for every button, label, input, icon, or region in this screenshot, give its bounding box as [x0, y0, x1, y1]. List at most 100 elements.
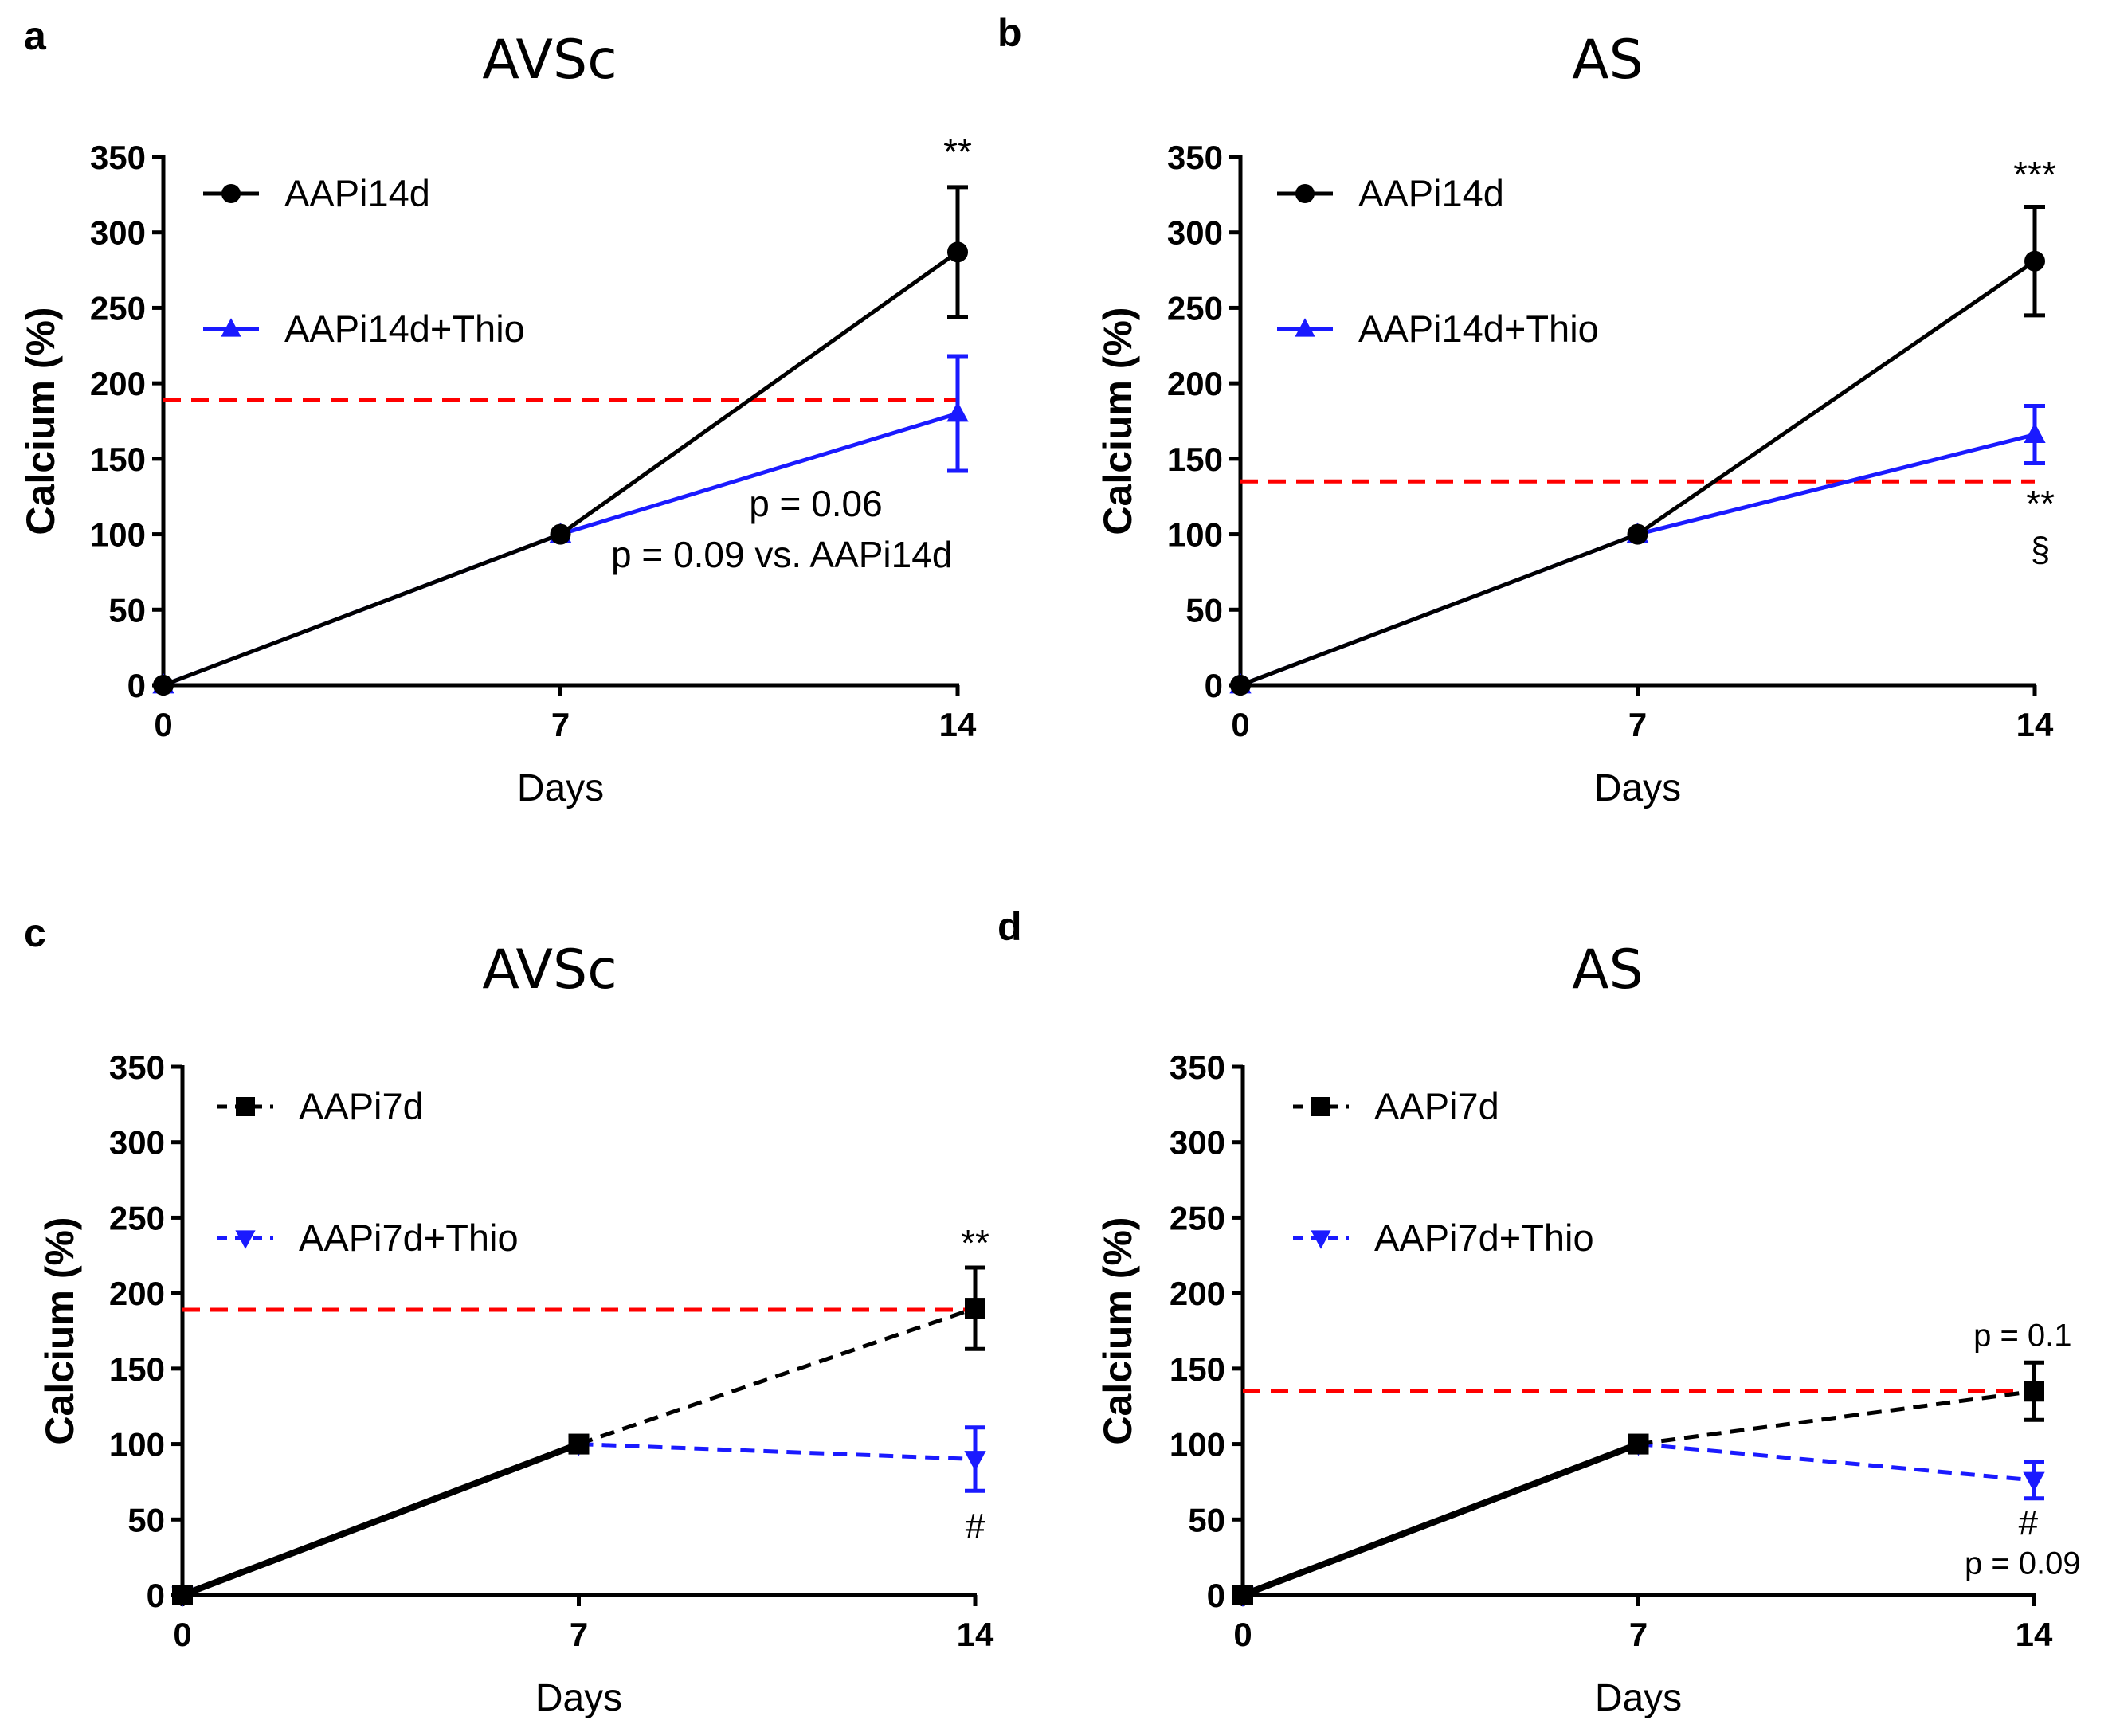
y-tick-label: 50: [1185, 591, 1223, 629]
y-tick-label: 50: [108, 591, 146, 629]
data-point: [947, 241, 968, 263]
y-tick-label: 300: [1167, 214, 1223, 252]
annotation: §: [2031, 531, 2050, 570]
y-axis-label: Calcium (%): [18, 307, 63, 535]
panel-letter: a: [24, 14, 47, 58]
y-tick-label: 0: [127, 667, 146, 704]
y-tick-label: 50: [127, 1501, 165, 1538]
legend-label: AAPi14d+Thio: [1358, 308, 1599, 350]
panel-a: a AVSc 0 50 100 150 200 250 300 350 0 7 14 Days Calciu…: [18, 14, 977, 809]
legend-entry: AAPi7d+Thio: [217, 1217, 519, 1259]
data-point: [550, 523, 571, 545]
data-point: [965, 1298, 985, 1319]
y-tick-label: 150: [1167, 441, 1223, 478]
y-tick-label: 250: [109, 1199, 165, 1236]
series-segment: [163, 532, 562, 688]
x-axis-label: Days: [1594, 767, 1681, 809]
legend-label: AAPi7d: [299, 1085, 424, 1127]
chart-title: AVSc: [482, 29, 617, 92]
y-tick-label: 200: [1170, 1275, 1225, 1312]
y-tick-label: 250: [90, 289, 146, 327]
series-AAPi7d: [1232, 1360, 2044, 1605]
series-AAPi7d: [172, 1265, 985, 1605]
y-tick-label: 350: [1170, 1048, 1225, 1086]
y-axis-label: Calcium (%): [37, 1217, 82, 1444]
y-tick-label: 200: [1167, 365, 1223, 402]
data-point: [964, 1451, 986, 1471]
y-tick-label: 350: [109, 1048, 165, 1086]
series-AAPi14d: [153, 185, 968, 696]
data-point: [1230, 675, 1251, 696]
panel-letter: c: [24, 911, 46, 955]
chart-title: AS: [1572, 29, 1644, 92]
legend-entry: AAPi7d: [217, 1085, 424, 1127]
x-tick-label: 14: [939, 706, 977, 743]
y-axis-label: Calcium (%): [1095, 1217, 1140, 1444]
y-tick-label: 50: [1188, 1501, 1225, 1538]
panel-d: d AS 0 50 100 150 200 250 300 350 0 7 14 Days Calcium …: [997, 904, 2081, 1719]
series-AAPi7d+Thio: [1232, 1436, 2045, 1607]
panel-letter: b: [997, 10, 1022, 55]
data-point: [1232, 1585, 1253, 1605]
x-axis-label: Days: [1595, 1677, 1682, 1719]
y-tick-label: 100: [1167, 516, 1223, 554]
annotation: #: [2019, 1503, 2039, 1542]
legend-label: AAPi7d+Thio: [1374, 1217, 1594, 1259]
data-point: [1628, 1433, 1649, 1455]
x-tick-label: 0: [1231, 706, 1249, 743]
x-tick-label: 14: [2016, 1616, 2053, 1653]
data-point: [2024, 422, 2046, 443]
chart-title: AS: [1572, 939, 1644, 1001]
panel-c: c AVSc 0 50 100 150 200 250 300 350 0 7 14 Days Calciu…: [24, 911, 994, 1719]
x-tick-label: 14: [957, 1616, 994, 1653]
y-tick-label: 300: [109, 1124, 165, 1162]
legend-label: AAPi14d: [284, 172, 430, 214]
y-tick-label: 350: [1167, 139, 1223, 176]
series-segment: [559, 250, 959, 536]
legend-entry: AAPi7d+Thio: [1293, 1217, 1594, 1259]
y-tick-label: 150: [109, 1350, 165, 1388]
legend-marker: [221, 184, 241, 203]
annotation: ***: [2013, 154, 2056, 195]
series-segment: [578, 1442, 976, 1462]
legend-marker: [1311, 1097, 1330, 1116]
data-point: [2023, 1471, 2045, 1492]
annotation: p = 0.09: [1965, 1546, 2081, 1581]
legend-entry: AAPi7d: [1293, 1085, 1499, 1127]
data-point: [153, 675, 174, 696]
panel-b: b AS 0 50 100 150 200 250 300 350 0 7 14 Days Calcium …: [997, 10, 2056, 809]
annotation: #: [966, 1507, 985, 1546]
series-segment: [1240, 532, 1639, 688]
y-tick-label: 0: [147, 1577, 165, 1614]
y-tick-label: 0: [1205, 667, 1223, 704]
y-tick-label: 300: [1170, 1124, 1225, 1162]
series-segment: [1241, 1440, 1640, 1598]
y-tick-label: 100: [1170, 1426, 1225, 1464]
x-tick-label: 7: [551, 706, 570, 743]
legend-marker: [1311, 1230, 1331, 1249]
legend-entry: AAPi14d: [1277, 172, 1504, 214]
legend-entry: AAPi14d+Thio: [1277, 308, 1599, 350]
y-tick-label: 100: [90, 516, 146, 554]
y-tick-label: 150: [90, 441, 146, 478]
series-segment: [1636, 433, 2036, 536]
data-point: [2024, 250, 2045, 272]
x-tick-label: 7: [1628, 706, 1647, 743]
data-point: [946, 402, 969, 422]
y-axis-label: Calcium (%): [1095, 307, 1140, 535]
x-tick-label: 14: [2016, 706, 2054, 743]
x-tick-label: 0: [154, 706, 172, 743]
x-axis-label: Days: [517, 767, 604, 809]
y-tick-label: 250: [1170, 1199, 1225, 1236]
legend-label: AAPi14d: [1358, 172, 1504, 214]
x-tick-label: 0: [173, 1616, 191, 1653]
series-AAPi14d+Thio: [1229, 404, 2046, 694]
x-tick-label: 7: [1629, 1616, 1648, 1653]
legend-marker: [1295, 318, 1315, 337]
x-tick-label: 7: [570, 1616, 588, 1653]
annotation: p = 0.09 vs. AAPi14d: [611, 534, 952, 575]
legend-entry: AAPi14d+Thio: [203, 308, 525, 350]
data-point: [2024, 1381, 2044, 1402]
legend-label: AAPi7d+Thio: [299, 1217, 519, 1259]
y-tick-label: 350: [90, 139, 146, 176]
